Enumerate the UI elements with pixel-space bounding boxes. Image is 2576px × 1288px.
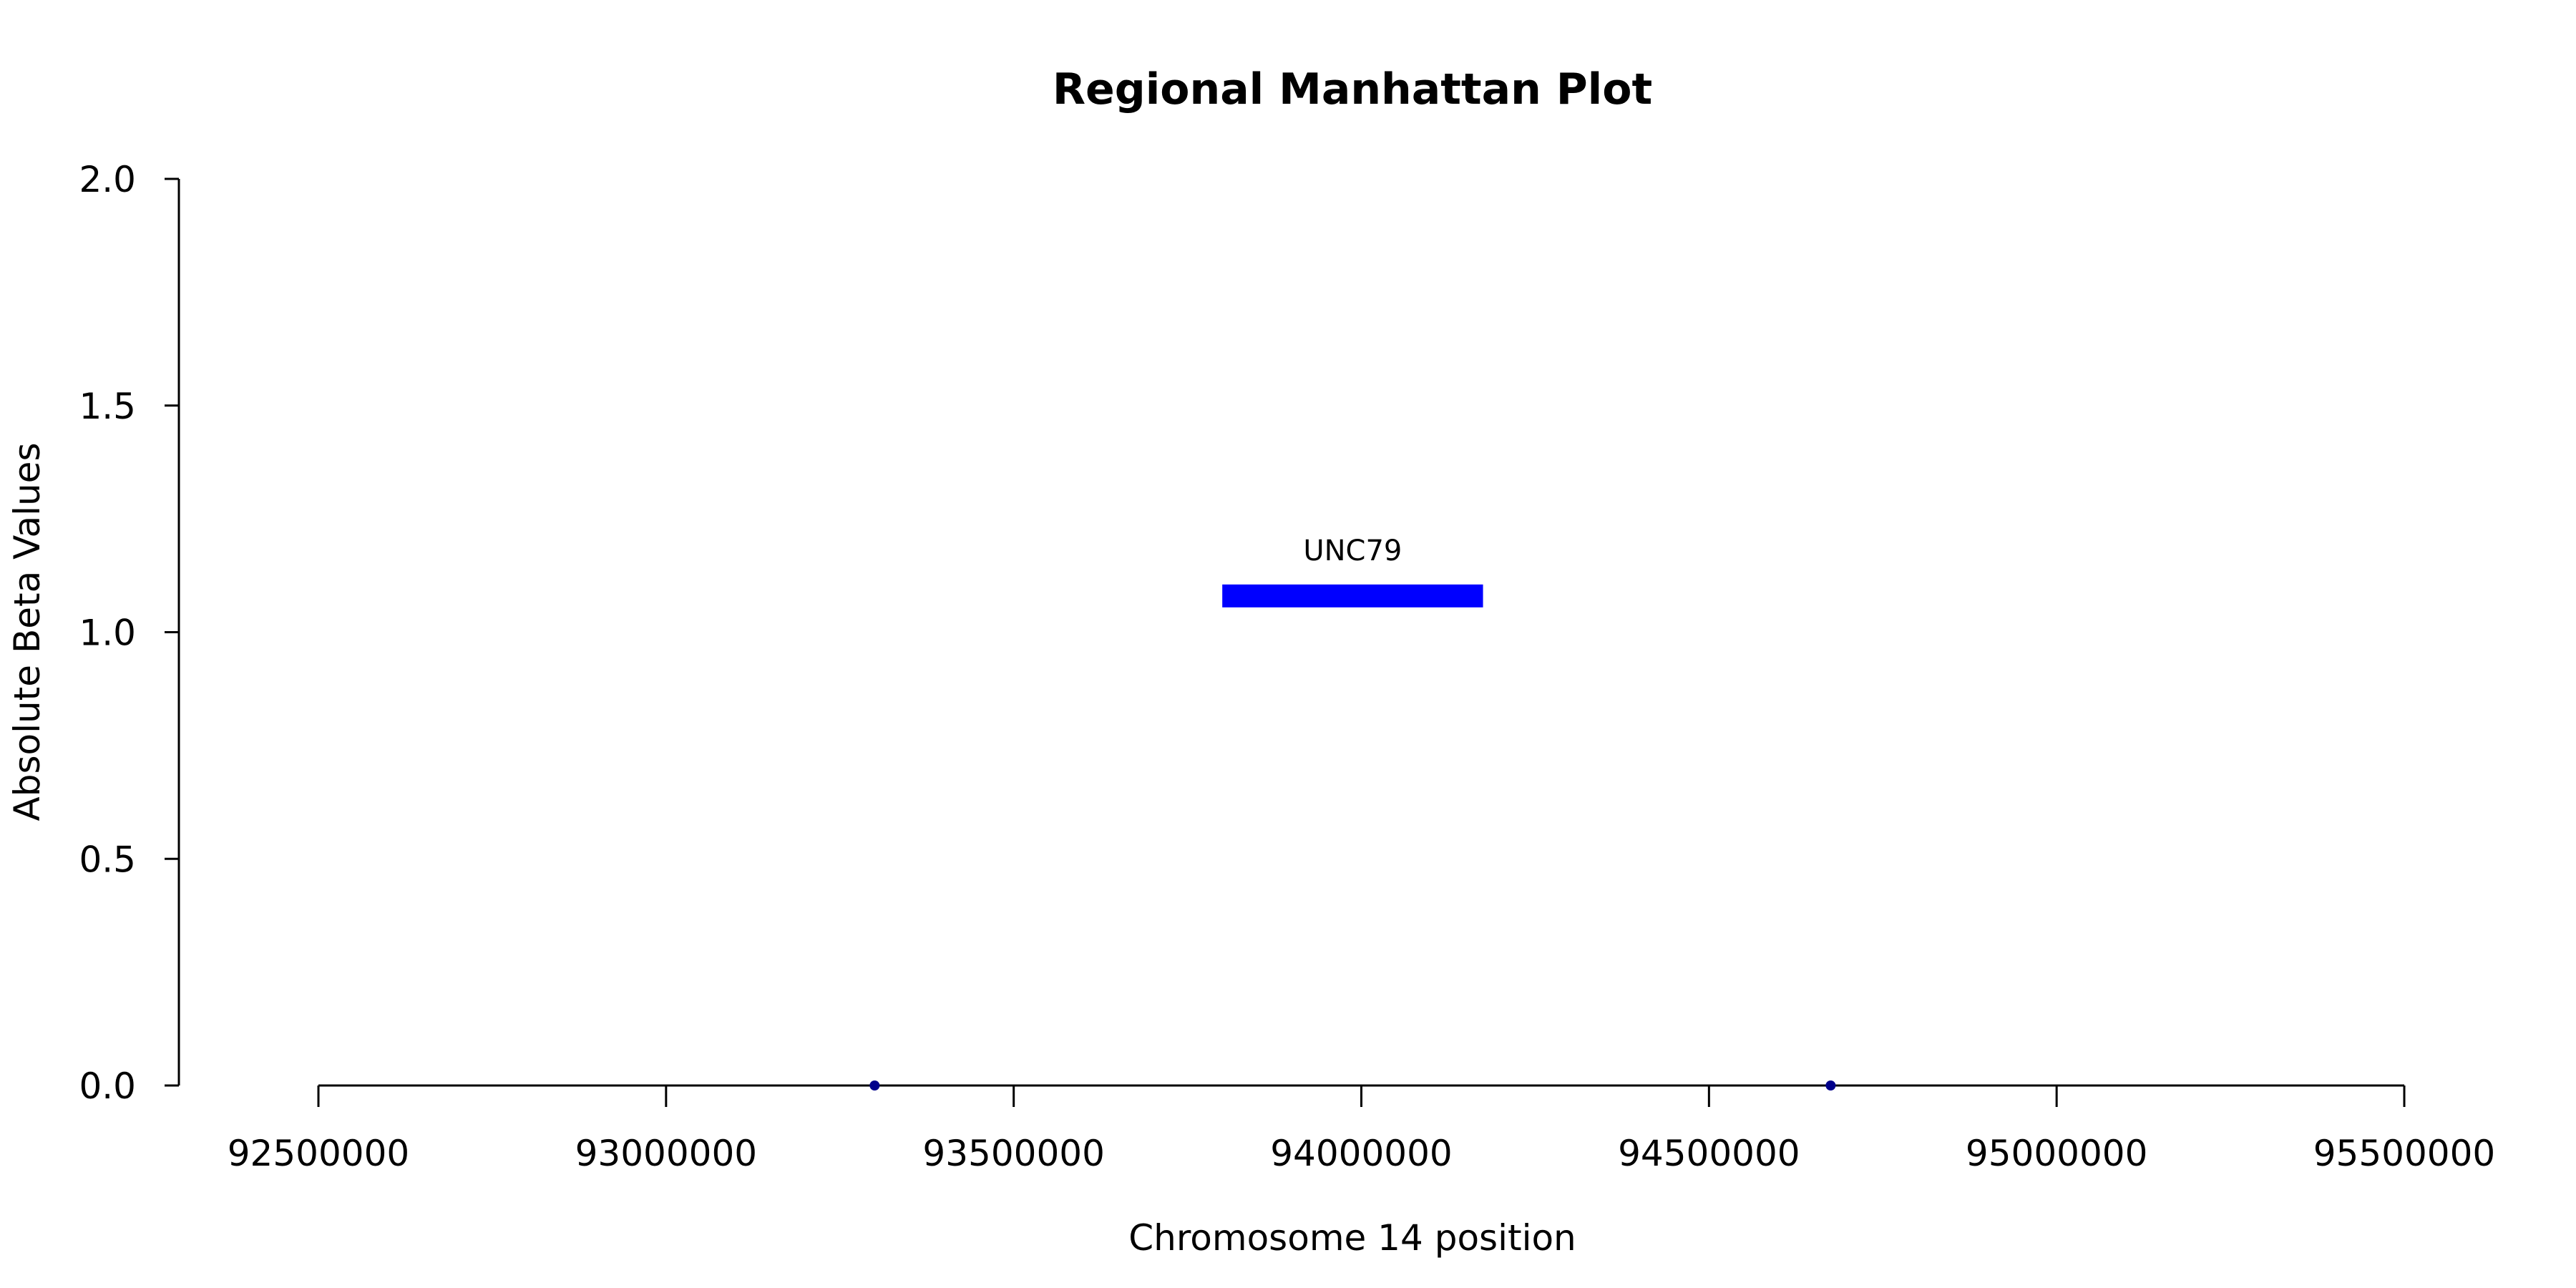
gene-track: UNC79 [1222, 535, 1483, 608]
gene-bar [1222, 584, 1483, 608]
y-tick-label: 0.0 [79, 1065, 136, 1107]
gene-label: UNC79 [1303, 535, 1402, 567]
y-tick-label: 1.0 [79, 613, 136, 654]
y-axis-label: Absolute Beta Values [6, 443, 48, 821]
y-tick-label: 2.0 [79, 159, 136, 200]
data-points [869, 1080, 1836, 1091]
data-point [1825, 1080, 1836, 1091]
x-tick-label: 94000000 [1270, 1133, 1453, 1174]
y-tick-label: 0.5 [79, 839, 136, 880]
chart-title: Regional Manhattan Plot [1053, 64, 1652, 114]
x-axis-label: Chromosome 14 position [1128, 1217, 1576, 1259]
x-tick-label: 95500000 [2313, 1133, 2496, 1174]
x-tick-label: 93000000 [575, 1133, 758, 1174]
x-tick-label: 94500000 [1618, 1133, 1800, 1174]
x-tick-label: 95000000 [1966, 1133, 2148, 1174]
y-tick-label: 1.5 [79, 386, 136, 427]
x-tick-label: 92500000 [228, 1133, 410, 1174]
y-axis: 0.0 0.5 1.0 1.5 2.0 [79, 159, 180, 1107]
data-point [869, 1080, 880, 1091]
x-tick-label: 93500000 [922, 1133, 1105, 1174]
x-axis: 92500000 93000000 93500000 94000000 94500000… [228, 1084, 2496, 1174]
